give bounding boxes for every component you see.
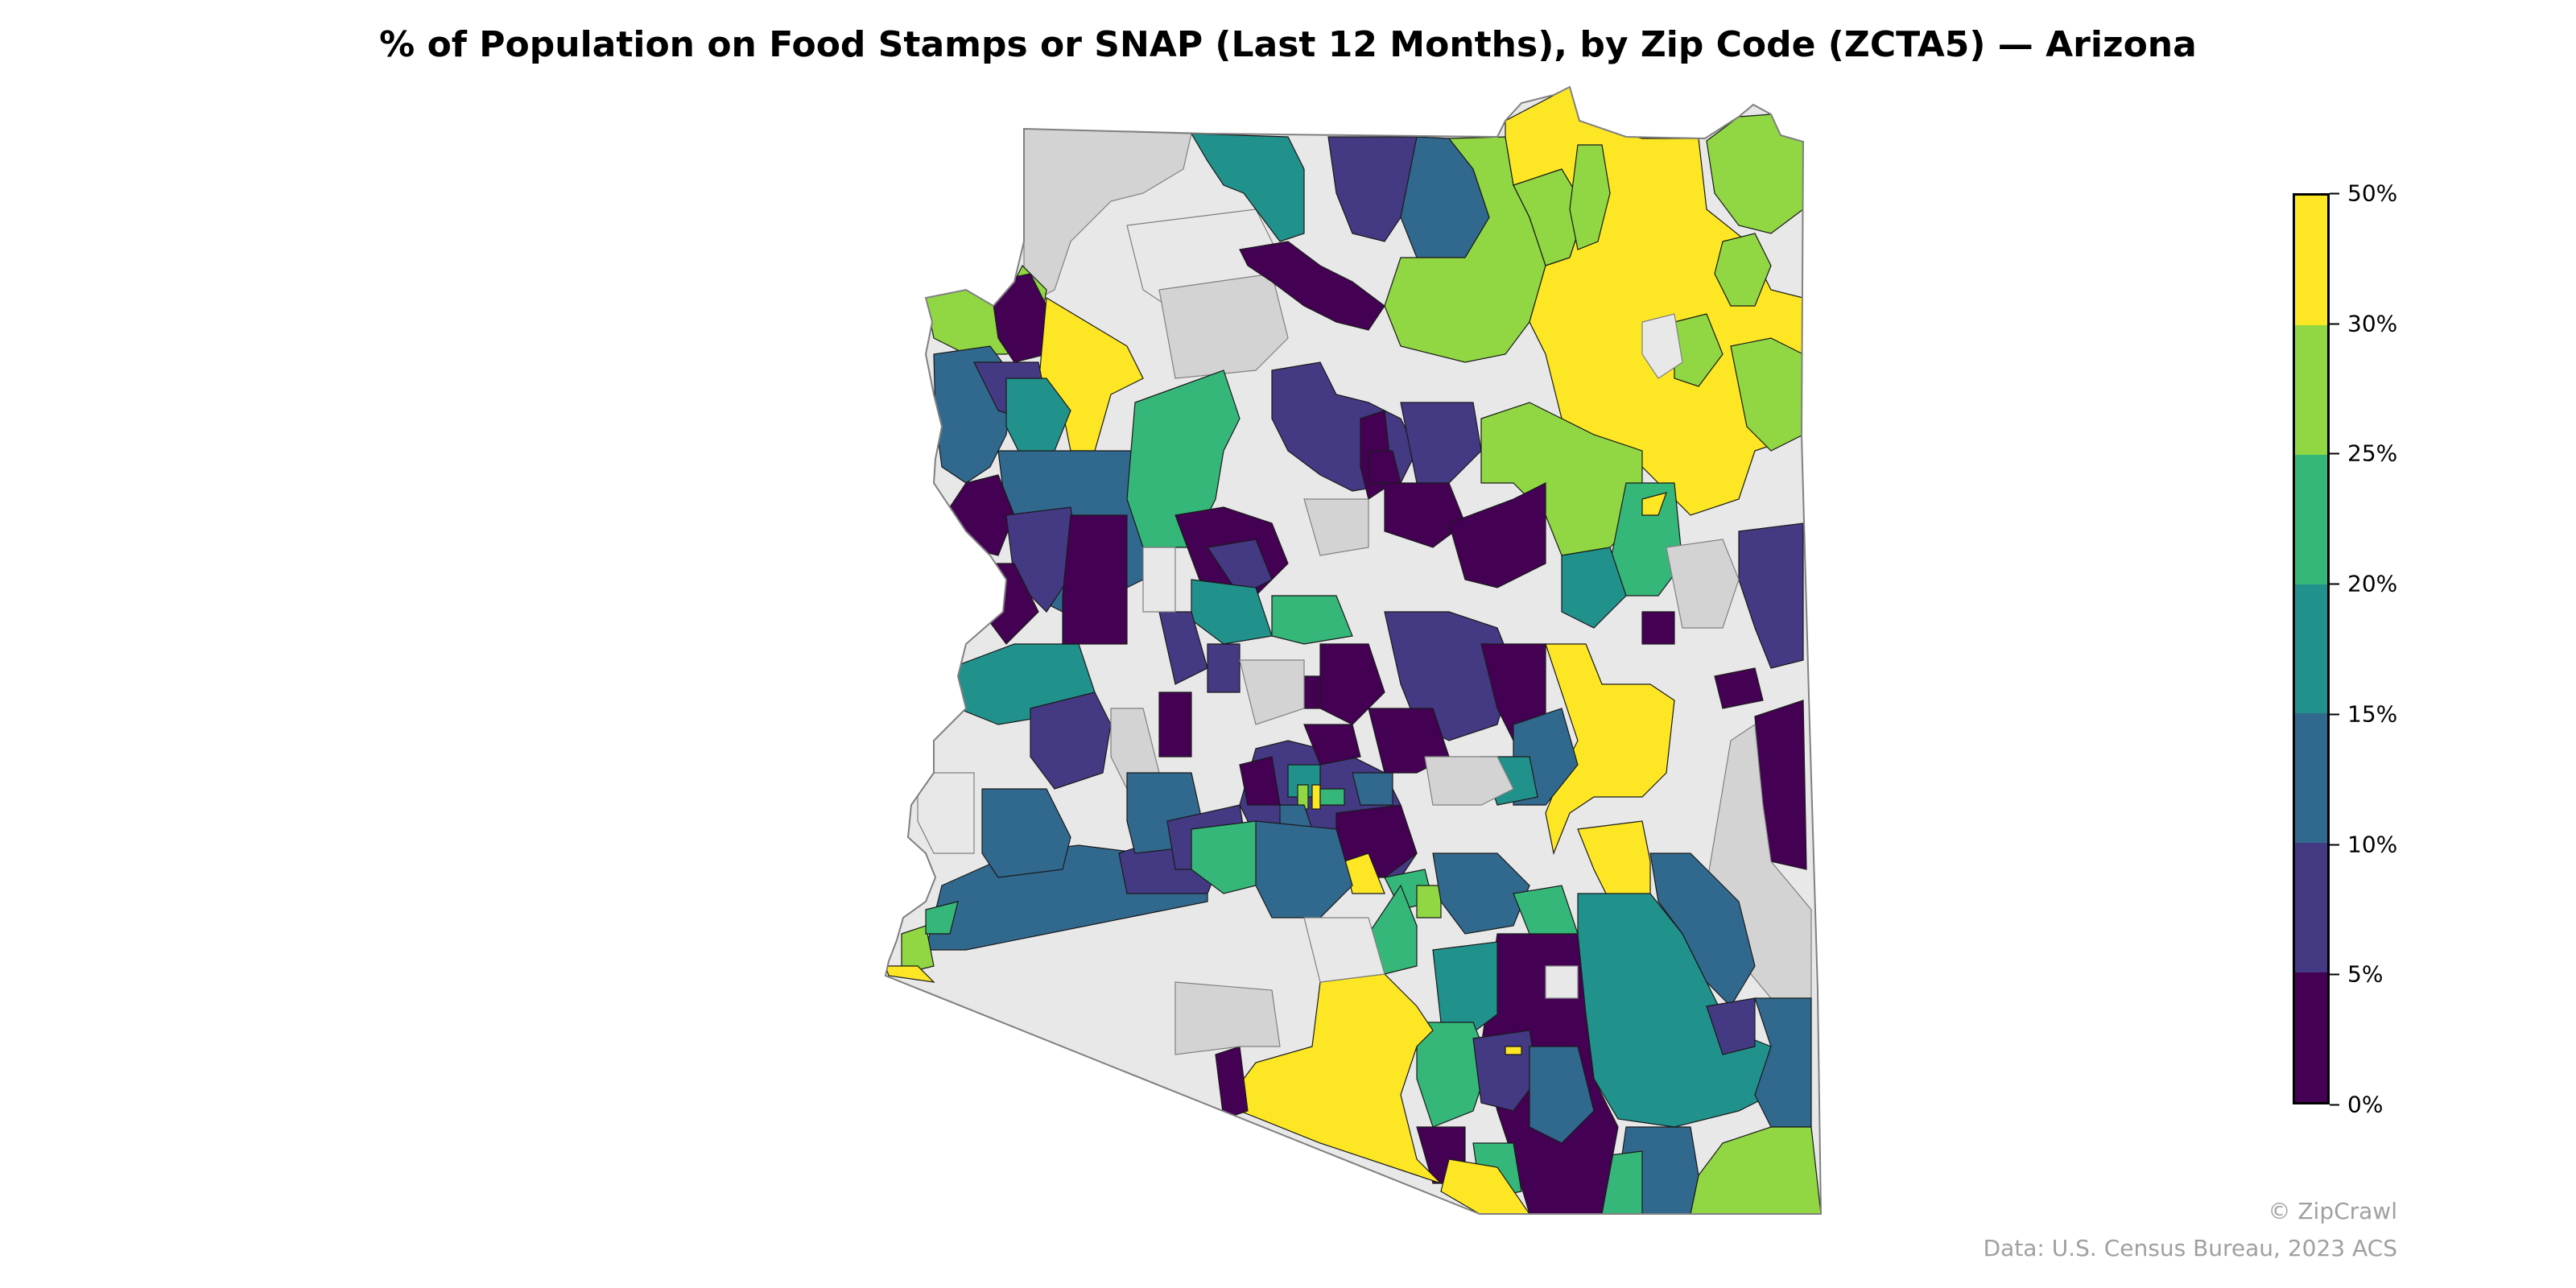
colorbar	[2293, 193, 2330, 1104]
colorbar-bin-25-30	[2295, 324, 2327, 455]
colorbar-tick: 0%	[2330, 1092, 2383, 1118]
data-source-credit: Data: U.S. Census Bureau, 2023 ACS	[1983, 1235, 2397, 1261]
colorbar-tick: 5%	[2330, 961, 2383, 988]
map-title: % of Population on Food Stamps or SNAP (…	[379, 24, 2197, 65]
colorbar-tick: 10%	[2330, 832, 2397, 858]
colorbar-bin-5-10	[2295, 843, 2327, 973]
colorbar-tick: 15%	[2330, 701, 2397, 728]
colorbar-bin-20-25	[2295, 454, 2327, 584]
colorbar-ticks: 0% 5% 10% 15% 20% 25% 30% 50%	[2330, 180, 2491, 1118]
colorbar-bin-10-15	[2295, 713, 2327, 844]
colorbar-tick: 30%	[2330, 311, 2397, 337]
colorbar-bin-0-5	[2295, 972, 2327, 1102]
colorbar-bin-15-20	[2295, 584, 2327, 714]
colorbar-bin-30-50	[2295, 195, 2327, 325]
colorbar-tick: 25%	[2330, 440, 2397, 467]
colorbar-tick: 50%	[2330, 180, 2397, 207]
copyright-credit: © ZipCrawl	[2268, 1198, 2397, 1224]
colorbar-tick: 20%	[2330, 571, 2397, 597]
